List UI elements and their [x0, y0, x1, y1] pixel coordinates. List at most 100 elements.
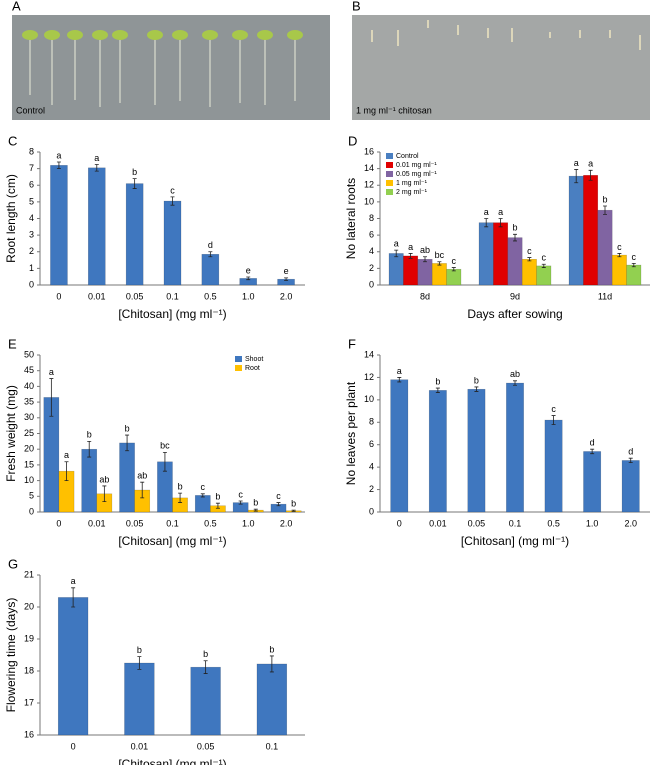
significance-letter: a [397, 366, 402, 376]
error-bar [408, 253, 413, 259]
legend-swatch [386, 162, 393, 168]
bar [621, 460, 640, 513]
significance-letter: d [628, 447, 633, 457]
error-bar [253, 508, 258, 512]
y-tick-label: 2 [29, 246, 34, 256]
significance-letter: a [408, 242, 413, 252]
y-tick-label: 17 [24, 697, 34, 707]
bar [388, 253, 404, 286]
y-tick-label: 15 [24, 459, 34, 469]
x-tick-label: 2.0 [280, 518, 293, 528]
error-bar [541, 263, 546, 268]
error-bar [276, 502, 281, 507]
y-axis-label: No lateral roots [344, 178, 358, 259]
bar [506, 382, 524, 513]
leaves [22, 30, 303, 40]
error-bar [437, 261, 442, 266]
significance-letter: c [452, 256, 457, 266]
significance-letter: a [498, 207, 503, 217]
bar [446, 268, 462, 286]
y-tick-label: 16 [364, 146, 374, 156]
error-bar [291, 509, 296, 512]
significance-letter: c [551, 404, 556, 414]
x-axis-label: [Chitosan] (mg ml⁻¹) [118, 534, 226, 548]
y-tick-label: 10 [364, 394, 374, 404]
significance-letter: b [474, 375, 479, 385]
significance-letter: bc [160, 441, 170, 451]
bar [125, 183, 144, 286]
panel-label: G [8, 556, 18, 571]
significance-letter: ab [99, 474, 109, 484]
bar [403, 255, 419, 286]
significance-letter: d [208, 240, 213, 250]
panel-label: A [12, 0, 21, 13]
error-bar [484, 218, 489, 228]
significance-letter: c [276, 491, 281, 501]
significance-letter: c [617, 242, 622, 252]
significance-letter: d [590, 438, 595, 448]
legend-label: 0.05 mg ml⁻¹ [396, 171, 437, 178]
y-tick-label: 3 [29, 230, 34, 240]
legend-swatch [386, 189, 393, 195]
legend-label: Shoot [245, 356, 263, 363]
error-bar [551, 415, 556, 425]
error-bar [94, 164, 99, 172]
error-bar [87, 440, 92, 458]
panel-label: E [8, 336, 17, 351]
significance-letter: b [602, 194, 607, 204]
significance-letter: bc [435, 250, 445, 260]
x-tick-label: 2.0 [624, 518, 637, 528]
y-tick-label: 20 [24, 601, 34, 611]
error-bar [590, 448, 595, 455]
error-bar [269, 655, 274, 673]
y-tick-label: 14 [364, 349, 374, 359]
x-tick-label: 11d [598, 291, 612, 301]
error-bar [132, 178, 137, 189]
y-tick-label: 5 [29, 491, 34, 501]
x-axis-label: [Chitosan] (mg ml⁻¹) [461, 534, 569, 548]
panel-label: C [8, 133, 17, 148]
significance-letter: c [201, 482, 206, 492]
legend-label: 2 mg ml⁻¹ [396, 189, 428, 196]
error-bar [203, 660, 208, 674]
y-tick-label: 20 [24, 444, 34, 454]
bar [190, 666, 221, 736]
error-bar [178, 492, 183, 503]
y-axis-label: Fresh weight (mg) [4, 385, 18, 482]
significance-letter: b [215, 492, 220, 502]
y-tick-label: 0 [369, 279, 374, 289]
x-tick-label: 0.01 [429, 518, 447, 528]
bar [57, 597, 89, 736]
y-tick-label: 6 [369, 439, 374, 449]
x-tick-label: 0.1 [166, 291, 179, 301]
x-tick-label: 0.5 [204, 518, 217, 528]
x-tick-label: 0.05 [468, 518, 486, 528]
x-tick-label: 0.5 [547, 518, 560, 528]
error-bar [527, 257, 532, 262]
error-bar [170, 196, 175, 206]
error-bar [423, 256, 427, 263]
y-tick-label: 0 [29, 506, 34, 516]
error-bar [603, 205, 607, 215]
error-bar [246, 276, 251, 281]
error-bar [574, 169, 579, 184]
x-tick-label: 0 [56, 291, 61, 301]
panel-label: B [352, 0, 361, 13]
bar [201, 253, 220, 286]
photo-caption: Control [16, 105, 45, 115]
y-tick-label: 8 [369, 417, 374, 427]
significance-letter: c [632, 252, 637, 262]
significance-letter: b [253, 498, 258, 508]
legend-label: Control [396, 153, 419, 160]
significance-letter: ab [420, 245, 430, 255]
x-tick-label: 0.01 [88, 518, 106, 528]
y-tick-label: 14 [364, 163, 374, 173]
bar [493, 222, 509, 286]
error-bar [498, 218, 503, 228]
bar [597, 209, 613, 286]
y-tick-label: 19 [24, 633, 34, 643]
x-tick-label: 0.01 [88, 291, 106, 301]
significance-letter: a [394, 238, 399, 248]
bar [194, 495, 211, 513]
